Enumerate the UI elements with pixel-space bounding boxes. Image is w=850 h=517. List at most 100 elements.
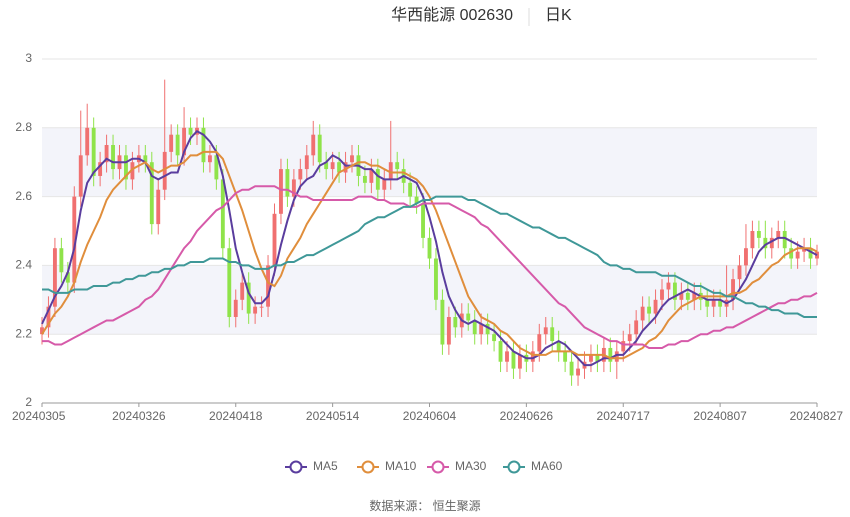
candle-body [679, 292, 684, 300]
candle-body [485, 323, 490, 335]
candle-body [556, 341, 561, 352]
y-tick-label: 2.6 [15, 189, 32, 203]
candle-body [350, 155, 354, 163]
candle-body [789, 248, 794, 259]
legend-item: MA5 [285, 459, 338, 474]
x-tick-label: 20240305 [12, 409, 66, 423]
candle-body [672, 282, 677, 300]
candle-body [388, 162, 393, 180]
legend-label: MA30 [455, 459, 487, 473]
candle-body [98, 162, 103, 176]
candle-body [175, 134, 180, 156]
candle-body [330, 162, 335, 170]
legend-marker [289, 460, 303, 474]
ma-line [42, 195, 817, 318]
candle-body [802, 248, 807, 252]
candle-body [233, 299, 238, 317]
candle-body [543, 327, 548, 335]
candle-body [201, 127, 206, 163]
candle-body [91, 127, 96, 176]
candle-body [621, 341, 626, 352]
x-tick-label: 20240827 [790, 409, 844, 423]
candle-body [246, 282, 251, 314]
candle-body [259, 306, 264, 308]
candle-body [362, 175, 367, 183]
candle-body [130, 162, 135, 180]
candle-body [266, 265, 270, 307]
legend-label: MA5 [313, 459, 338, 473]
candle-body [472, 320, 477, 335]
candle-body [85, 127, 90, 156]
candle-body [763, 237, 768, 249]
candle-body [149, 162, 154, 225]
candle-body [660, 289, 664, 300]
candle-body [111, 145, 115, 170]
candle-body [750, 231, 755, 249]
candle-body [317, 134, 322, 163]
candle-body [627, 334, 632, 342]
candle-body [72, 196, 77, 283]
candle-body [647, 306, 652, 314]
y-tick-label: 2.4 [15, 258, 32, 272]
chart-subtitle: 日K [545, 7, 572, 24]
x-tick-label: 20240626 [500, 409, 554, 423]
candle-body [446, 317, 451, 345]
legend-item: MA30 [427, 459, 487, 474]
candle-body [421, 203, 425, 238]
candle-body [240, 282, 245, 300]
source-note: 数据来源： 恒生聚源 [369, 498, 480, 513]
candle-body [291, 179, 296, 197]
candle-body [156, 189, 161, 225]
y-tick-label: 3 [25, 51, 32, 65]
candle-body [640, 306, 645, 321]
candle-body [511, 351, 516, 369]
x-tick-label: 20240514 [306, 409, 360, 423]
candle-body [537, 334, 542, 352]
legend-item: MA10 [357, 459, 417, 474]
legend-label: MA10 [385, 459, 417, 473]
candle-body [162, 151, 167, 190]
candle-body [744, 248, 748, 266]
candle-body [653, 299, 658, 314]
candle-body [65, 272, 70, 283]
legend-item: MA60 [503, 459, 563, 474]
candle-body [343, 162, 348, 173]
candle-body [769, 237, 774, 249]
candle-body [498, 341, 503, 362]
y-tick-label: 2.8 [15, 120, 32, 134]
candle-body [369, 169, 374, 183]
candle-body [517, 354, 522, 369]
y-tick-label: 2.2 [15, 326, 32, 340]
ma-line [41, 129, 818, 367]
candle-body [46, 306, 51, 328]
candle-body [795, 251, 800, 259]
candle-body [589, 354, 593, 362]
candle-body [505, 351, 509, 362]
candle-body [666, 282, 671, 290]
candle-body [737, 265, 742, 280]
candle-body [466, 313, 471, 321]
candle-body [563, 351, 568, 362]
candle-body [434, 258, 438, 300]
x-tick-label: 20240717 [597, 409, 651, 423]
candle-body [718, 299, 723, 307]
candle-body [756, 231, 761, 238]
candle-body [78, 155, 83, 197]
candle-body [685, 292, 690, 300]
candle-body [608, 347, 613, 362]
candle-body [214, 155, 219, 180]
candle-body [182, 127, 187, 156]
candle-body [285, 169, 290, 197]
candle-body [776, 231, 781, 238]
candle-body [492, 334, 497, 342]
candle-body [595, 354, 600, 362]
candle-body [550, 327, 555, 342]
candle-body [427, 237, 432, 259]
candle-body [143, 155, 148, 163]
legend-label: MA60 [531, 459, 563, 473]
candle-body [395, 162, 400, 170]
candle-body [311, 134, 316, 156]
candle-body [614, 351, 619, 362]
candle-body [40, 327, 44, 335]
candle-body [414, 196, 419, 204]
